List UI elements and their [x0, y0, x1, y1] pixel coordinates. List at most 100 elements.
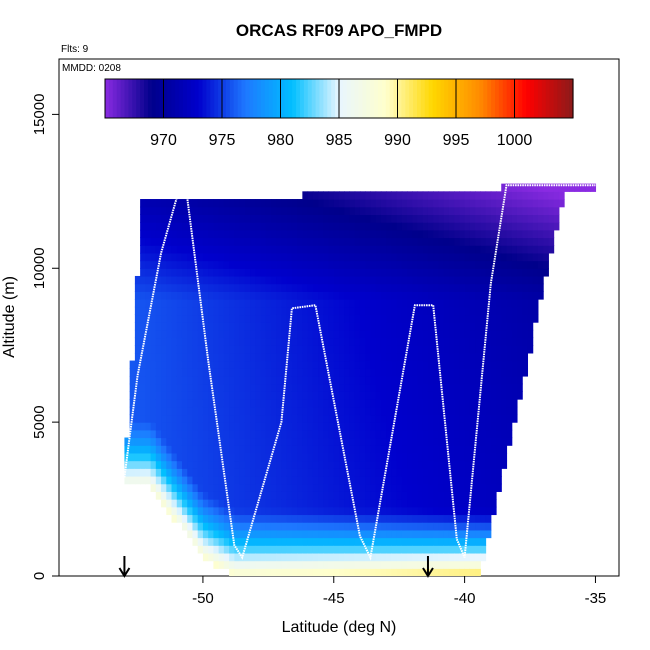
heatmap-cell: [459, 206, 466, 215]
heatmap-cell: [454, 291, 460, 300]
heatmap-cell: [318, 522, 324, 531]
heatmap-cell: [218, 514, 225, 523]
heatmap-cell: [365, 229, 371, 239]
heatmap-cell: [365, 506, 371, 516]
heatmap-cell: [270, 252, 277, 262]
heatmap-cell: [234, 391, 241, 400]
heatmap-cell: [187, 437, 194, 446]
heatmap-cell: [464, 206, 471, 215]
colorbar-swatch: [522, 79, 527, 118]
heatmap-cell: [328, 268, 335, 277]
heatmap-cell: [255, 483, 262, 492]
heatmap-cell: [161, 306, 167, 316]
heatmap-cell: [291, 345, 298, 354]
heatmap-cell: [354, 452, 361, 462]
heatmap-cell: [475, 299, 481, 308]
heatmap-cell: [464, 345, 471, 354]
heatmap-cell: [501, 299, 508, 308]
heatmap-cell: [171, 229, 178, 239]
heatmap-cell: [359, 422, 366, 431]
heatmap-cell: [134, 406, 141, 416]
heatmap-cell: [359, 391, 366, 400]
heatmap-cell: [161, 429, 167, 439]
heatmap-cell: [192, 337, 199, 346]
heatmap-cell: [223, 383, 230, 392]
heatmap-cell: [480, 245, 487, 254]
heatmap-cell: [265, 499, 272, 508]
heatmap-cell: [312, 222, 319, 231]
heatmap-cell: [286, 252, 293, 262]
heatmap-cell: [166, 268, 173, 277]
heatmap-cell: [359, 322, 366, 331]
heatmap-cell: [286, 460, 293, 469]
heatmap-cell: [176, 260, 183, 269]
heatmap-cell: [333, 499, 340, 508]
heatmap-cell: [223, 414, 230, 423]
heatmap-cell: [448, 360, 455, 369]
heatmap-cell: [323, 252, 330, 262]
heatmap-cell: [286, 283, 293, 292]
heatmap-cell: [260, 260, 267, 269]
heatmap-cell: [454, 206, 460, 215]
heatmap-cell: [229, 283, 235, 292]
heatmap-cell: [318, 314, 324, 323]
heatmap-cell: [564, 183, 570, 192]
heatmap-cell: [370, 475, 377, 485]
heatmap-cell: [391, 445, 398, 454]
heatmap-cell: [396, 414, 403, 423]
heatmap-cell: [375, 422, 382, 431]
heatmap-cell: [522, 337, 529, 346]
heatmap-cell: [339, 337, 345, 346]
heatmap-cell: [291, 275, 298, 285]
colorbar-swatch: [354, 79, 360, 118]
heatmap-cell: [443, 545, 450, 554]
heatmap-cell: [171, 391, 178, 400]
heatmap-cell: [380, 283, 387, 292]
heatmap-cell: [255, 299, 262, 308]
heatmap-cell: [192, 468, 199, 477]
heatmap-cell: [234, 329, 241, 339]
heatmap-cell: [223, 391, 230, 400]
heatmap-cell: [501, 437, 508, 446]
heatmap-cell: [187, 206, 194, 215]
heatmap-cell: [234, 468, 241, 477]
heatmap-cell: [412, 329, 419, 339]
heatmap-cell: [475, 237, 481, 246]
heatmap-cell: [281, 306, 288, 316]
heatmap-cell: [427, 529, 434, 539]
heatmap-cell: [302, 445, 309, 454]
heatmap-cell: [464, 360, 471, 369]
heatmap-cell: [229, 352, 235, 362]
heatmap-cell: [380, 352, 387, 362]
heatmap-cell: [427, 229, 434, 239]
heatmap-cell: [433, 568, 440, 576]
heatmap-cell: [223, 429, 230, 439]
heatmap-cell: [365, 337, 371, 346]
heatmap-cell: [543, 245, 549, 254]
heatmap-cell: [260, 391, 267, 400]
heatmap-cell: [297, 522, 303, 531]
heatmap-cell: [427, 237, 434, 246]
heatmap-cell: [265, 345, 272, 354]
heatmap-cell: [354, 268, 361, 277]
heatmap-cell: [281, 360, 288, 369]
heatmap-cell: [134, 314, 141, 323]
heatmap-cell: [417, 399, 424, 408]
heatmap-cell: [234, 452, 241, 462]
heatmap-cell: [448, 306, 455, 316]
heatmap-cell: [150, 322, 157, 331]
heatmap-cell: [459, 475, 466, 485]
heatmap-cell: [297, 537, 303, 546]
heatmap-cell: [302, 368, 309, 377]
heatmap-cell: [223, 214, 230, 223]
heatmap-cell: [328, 291, 335, 300]
heatmap-cell: [454, 191, 460, 200]
heatmap-cell: [370, 299, 377, 308]
heatmap-cell: [401, 445, 408, 454]
heatmap-cell: [443, 452, 450, 462]
heatmap-cell: [339, 375, 345, 385]
colorbar-swatch: [257, 79, 262, 118]
heatmap-cell: [297, 399, 303, 408]
heatmap-cell: [318, 475, 324, 485]
heatmap-cell: [150, 352, 157, 362]
